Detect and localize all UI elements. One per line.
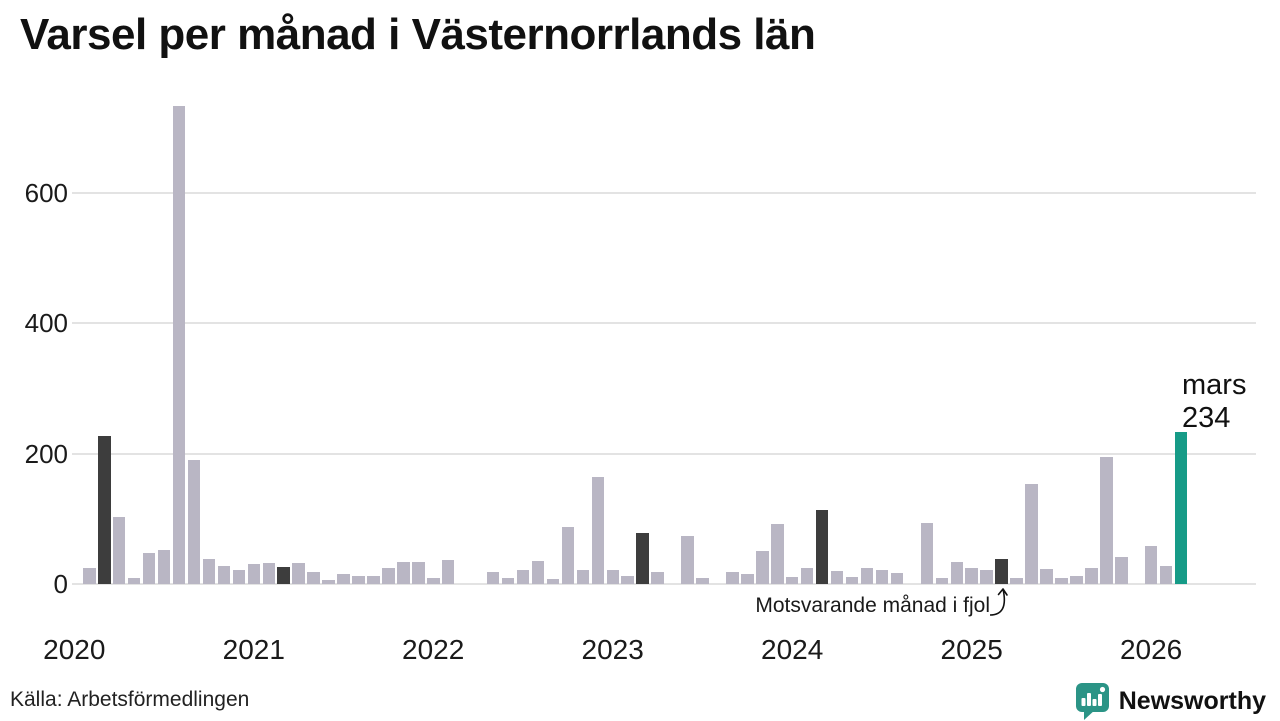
bar-2025-09 (1085, 567, 1098, 584)
bar-2022-11 (576, 569, 590, 584)
bar-2026-01 (1144, 546, 1158, 584)
bar-2024-01 (785, 576, 799, 584)
bar-2023-02 (621, 575, 634, 584)
logo-text: Newsworthy (1118, 687, 1266, 715)
bar-2021-10 (382, 567, 395, 584)
x-year-label-2024: 2024 (761, 634, 824, 665)
bar-2022-05 (486, 571, 500, 584)
bar-2021-07 (337, 574, 350, 584)
bar-2021-03 (277, 567, 290, 584)
bar-2020-11 (217, 565, 231, 584)
bar-2026-02 (1159, 566, 1173, 584)
gridline-600 (72, 192, 1256, 194)
bar-2020-10 (202, 558, 216, 584)
y-tick-label-200: 200 (24, 438, 68, 469)
bar-2023-09 (726, 572, 739, 584)
bar-2025-08 (1070, 576, 1083, 584)
bar-2023-12 (771, 524, 784, 584)
x-year-label-2025: 2025 (940, 634, 1003, 665)
bar-2025-06 (1040, 569, 1053, 584)
bar-2020-05 (127, 577, 141, 584)
current-month-callout: mars 234 (1182, 369, 1246, 435)
bar-2025-07 (1055, 578, 1068, 584)
bar-2023-11 (756, 551, 769, 584)
bar-2024-03 (815, 509, 829, 584)
current-month-label: mars (1182, 369, 1247, 401)
x-year-label-2021: 2021 (222, 634, 285, 665)
x-year-label-2020: 2020 (43, 634, 106, 665)
bar-2020-06 (142, 552, 156, 584)
bar-2024-11 (935, 578, 948, 584)
bar-2024-04 (830, 571, 844, 584)
bar-2022-07 (516, 570, 530, 584)
bar-2025-04 (1010, 577, 1023, 584)
gridline-200 (72, 452, 1256, 455)
gridline-0 (72, 583, 1256, 585)
bar-2022-12 (591, 477, 604, 584)
annotation-arrow-icon (989, 588, 1008, 616)
bar-2022-10 (561, 527, 575, 584)
bar-2026-03 (1174, 431, 1188, 584)
bar-2021-01 (247, 563, 260, 584)
bar-2021-04 (292, 562, 305, 584)
bar-2020-09 (187, 460, 201, 584)
logo-bubble-icon (1075, 683, 1109, 720)
bar-2024-12 (950, 561, 963, 584)
current-value-label: 234 (1182, 402, 1231, 434)
bar-2020-08 (172, 106, 186, 584)
bar-2022-08 (531, 560, 545, 584)
bar-2025-11 (1115, 557, 1128, 584)
source-label: Källa: Arbetsförmedlingen (10, 688, 250, 711)
y-tick-label-0: 0 (53, 569, 68, 599)
bar-2021-06 (322, 580, 335, 584)
x-year-label-2022: 2022 (402, 634, 465, 665)
bar-2023-01 (606, 569, 619, 584)
bar-2024-05 (845, 576, 859, 584)
bar-2023-06 (681, 535, 694, 584)
page-title: Varsel per månad i Västernorrlands län (20, 10, 816, 59)
bar-2024-08 (890, 572, 904, 584)
bar-2020-03 (98, 436, 111, 584)
bar-2023-03 (636, 533, 649, 584)
bar-2024-07 (875, 569, 889, 584)
bar-2024-02 (800, 567, 814, 584)
x-year-label-2026: 2026 (1119, 634, 1183, 665)
bar-2021-02 (262, 562, 275, 584)
bar-2023-07 (696, 577, 709, 584)
bar-2021-12 (412, 561, 425, 584)
bar-2022-01 (427, 578, 440, 584)
bar-2025-01 (965, 567, 978, 584)
bar-2022-09 (546, 579, 560, 584)
bar-2025-10 (1100, 456, 1113, 584)
bar-2024-10 (920, 523, 933, 584)
newsworthy-logo: Newsworthy (1075, 682, 1266, 721)
x-year-label-2023: 2023 (581, 634, 644, 665)
bar-2025-02 (980, 569, 993, 584)
gridline-400 (72, 322, 1256, 325)
bar-2020-12 (232, 569, 246, 584)
bar-2021-11 (397, 561, 410, 584)
bar-2025-03 (995, 559, 1008, 584)
bar-2023-04 (651, 571, 664, 584)
annotation-label: Motsvarande månad i fjol (755, 594, 990, 617)
bar-2023-10 (741, 574, 754, 584)
bar-2020-04 (112, 516, 126, 584)
bar-2020-02 (83, 567, 96, 584)
bar-2021-09 (367, 576, 380, 584)
bar-2024-06 (860, 567, 874, 584)
bar-2025-05 (1025, 483, 1038, 584)
y-tick-label-400: 400 (24, 308, 68, 339)
y-tick-label-600: 600 (24, 178, 68, 208)
bar-2021-08 (352, 576, 365, 584)
bar-2020-07 (157, 549, 171, 584)
bar-2022-06 (501, 577, 515, 584)
bar-2021-05 (307, 571, 320, 584)
bar-2022-02 (441, 559, 455, 584)
